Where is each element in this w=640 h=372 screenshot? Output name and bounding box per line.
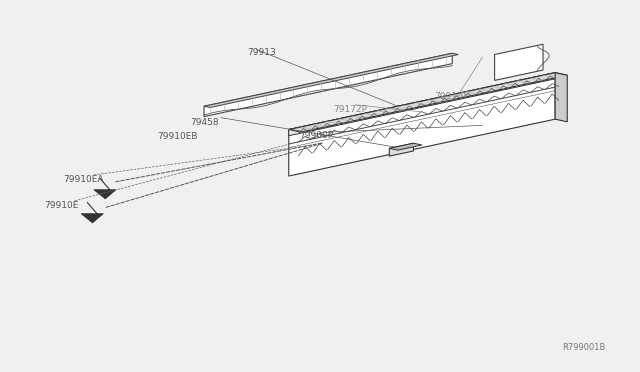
Polygon shape [94,190,116,199]
Text: R799001B: R799001B [562,343,605,352]
Polygon shape [204,53,458,108]
Polygon shape [289,73,555,176]
Text: 79172P: 79172P [333,105,367,114]
Text: 79913: 79913 [246,48,275,57]
Polygon shape [555,73,567,122]
Polygon shape [204,53,452,116]
Polygon shape [495,44,543,80]
Text: 79458: 79458 [190,118,219,127]
Text: 79900P: 79900P [299,131,333,140]
Polygon shape [289,73,567,132]
Text: 79910EA: 79910EA [63,175,104,184]
Text: 7991ᴾP: 7991ᴾP [435,92,467,101]
Text: 79910E: 79910E [44,201,79,210]
Polygon shape [289,73,555,136]
Text: 79910EB: 79910EB [157,132,198,141]
Polygon shape [81,214,103,223]
Polygon shape [389,143,422,150]
Polygon shape [389,143,413,156]
